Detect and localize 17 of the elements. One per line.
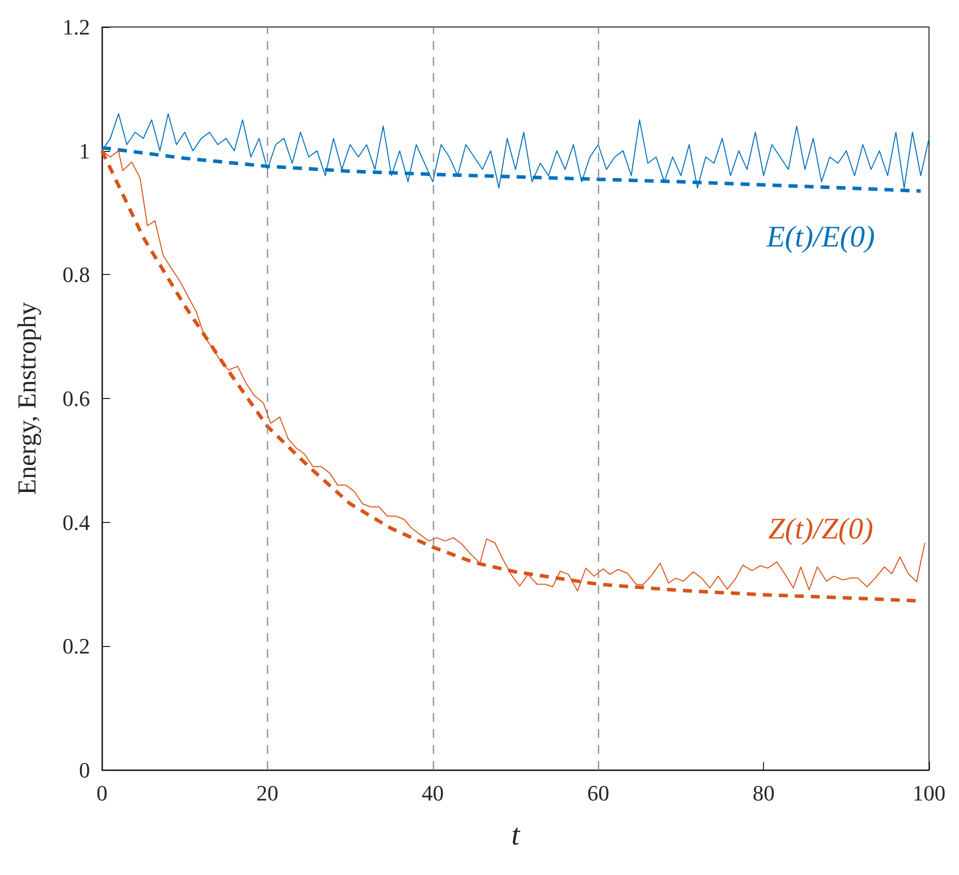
x-tick-label: 20 <box>256 780 278 806</box>
x-tick-label: 100 <box>912 780 946 806</box>
x-tick-label: 0 <box>96 780 108 806</box>
y-tick-label: 0.4 <box>62 510 90 535</box>
x-tick-label: 40 <box>422 780 444 806</box>
series-label: E(t)/E(0) <box>766 220 875 254</box>
y-tick-label: 0.8 <box>62 262 90 288</box>
y-axis-title: Energy, Enstrophy <box>12 302 42 495</box>
series-label: Z(t)/Z(0) <box>768 512 874 546</box>
x-axis-title: t <box>511 818 520 852</box>
y-tick-label: 0 <box>79 758 90 782</box>
y-tick-label: 1.2 <box>62 14 90 40</box>
x-tick-label: 60 <box>587 780 610 806</box>
y-tick-label: 1 <box>79 138 90 164</box>
y-tick-label: 0.2 <box>62 634 90 659</box>
x-tick-label: 80 <box>752 780 775 806</box>
y-tick-label: 0.6 <box>62 386 90 411</box>
